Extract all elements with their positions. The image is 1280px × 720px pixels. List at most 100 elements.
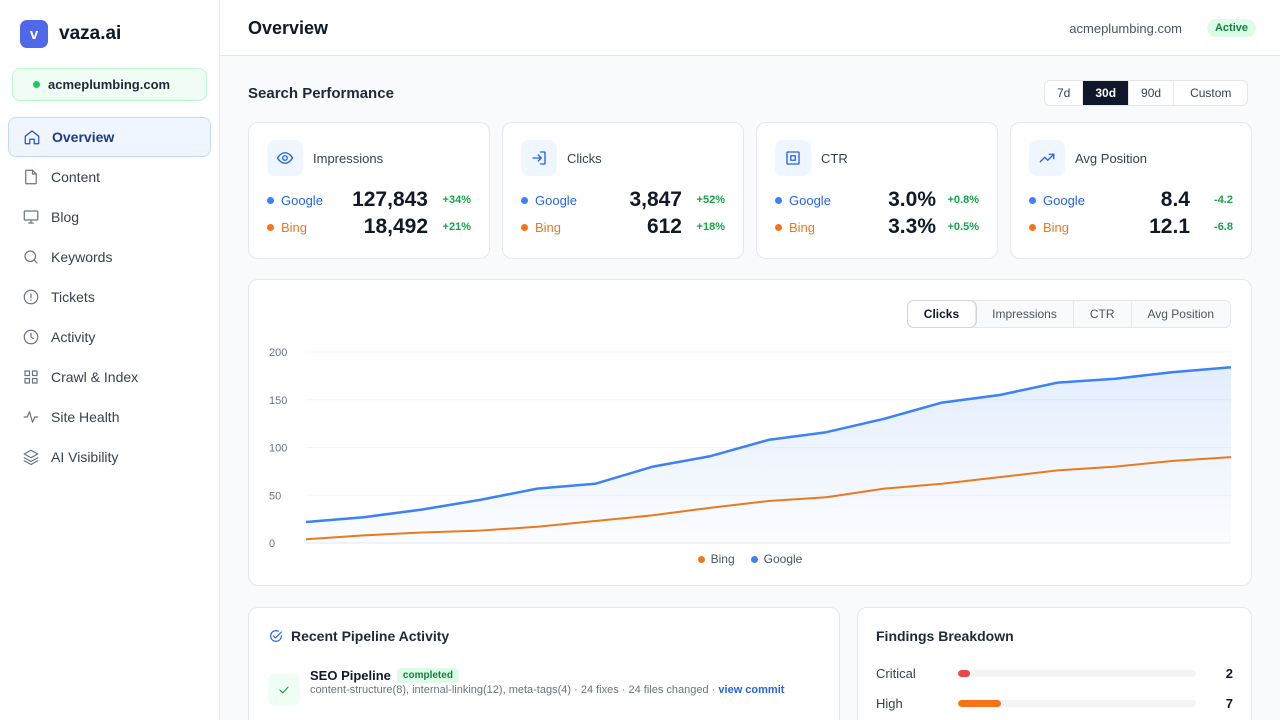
bing-dot: [521, 223, 528, 231]
sidebar-item-label: Site Health: [51, 409, 120, 425]
metric-value: 18,492: [363, 215, 428, 238]
finding-count: 2: [1225, 665, 1233, 681]
metric-value: 8.4: [1160, 188, 1190, 211]
engine-name: Google: [281, 192, 323, 208]
pulse-icon: [23, 411, 39, 423]
metric-delta: +52%: [696, 194, 725, 206]
sidebar-item-content[interactable]: Content: [8, 157, 211, 197]
engine-name: Bing: [789, 219, 816, 235]
metric-value: 612: [646, 215, 682, 238]
metric-icon-box: [267, 140, 303, 176]
metric-row-bing: Bing 612 +18%: [521, 215, 725, 238]
page-title: Overview: [248, 18, 329, 38]
engine-google: Google: [267, 193, 352, 208]
finding-label: High: [876, 695, 903, 711]
sidebar: v vaza.ai acmeplumbing.com Overview Cont…: [0, 0, 220, 720]
bing-dot: [1029, 223, 1036, 231]
series-area-google: [306, 367, 1231, 543]
pipeline-item-name: SEO Pipeline: [310, 668, 391, 683]
brand[interactable]: v vaza.ai: [20, 20, 121, 48]
chart-tab-avg-position[interactable]: Avg Position: [1147, 307, 1215, 321]
findings-breakdown-card: Findings Breakdown Critical 2 High 7: [857, 607, 1252, 720]
bing-dot: [775, 223, 782, 231]
y-tick-label: 50: [269, 490, 281, 502]
range-90d-button[interactable]: 90d: [1129, 81, 1175, 105]
metric-row-google: Google 8.4 -4.2: [1029, 188, 1233, 211]
monitor-icon: [23, 210, 39, 224]
range-7d-button[interactable]: 7d: [1045, 81, 1084, 105]
google-dot: [521, 196, 528, 204]
view-commit-link[interactable]: view commit: [718, 684, 785, 696]
date-range-selector: 7d 30d 90d Custom: [1044, 80, 1249, 106]
grid-icon: [24, 370, 38, 384]
sidebar-item-label: Tickets: [51, 289, 95, 305]
metric-label: Impressions: [313, 151, 384, 166]
metric-value: 12.1: [1149, 215, 1190, 238]
metric-row-google: Google 127,843 +34%: [267, 188, 471, 211]
range-30d-button[interactable]: 30d: [1083, 81, 1130, 105]
finding-bar-fill: [958, 699, 1001, 707]
eye-icon: [276, 152, 294, 164]
sidebar-item-overview[interactable]: Overview: [8, 117, 211, 157]
legend-item-bing[interactable]: Bing: [697, 552, 735, 566]
legend-item-google[interactable]: Google: [750, 552, 803, 566]
sidebar-item-crawl-index[interactable]: Crawl & Index: [8, 357, 211, 397]
alert-circle-icon: [23, 289, 39, 305]
y-tick-label: 100: [269, 443, 287, 455]
metric-delta: +21%: [442, 221, 471, 233]
sidebar-item-ai-visibility[interactable]: AI Visibility: [8, 437, 211, 477]
sidebar-item-site-health[interactable]: Site Health: [8, 397, 211, 437]
chart-tab-clicks[interactable]: Clicks: [907, 301, 977, 327]
home-icon: [24, 130, 40, 145]
sidebar-item-label: AI Visibility: [51, 449, 119, 465]
engine-name: Google: [789, 192, 831, 208]
metric-icon-box: [521, 140, 557, 176]
metric-value: 3.3%: [888, 215, 936, 238]
metric-label: CTR: [821, 151, 848, 166]
brand-logo: v: [20, 20, 48, 48]
engine-google: Google: [521, 193, 629, 208]
finding-row-high[interactable]: High 7: [876, 694, 1233, 712]
engine-name: Bing: [281, 219, 308, 235]
metric-row-google: Google 3,847 +52%: [521, 188, 725, 211]
pipeline-activity-card: Recent Pipeline Activity SEO Pipeline co…: [248, 607, 840, 720]
status-badge: Active: [1206, 19, 1256, 37]
engine-name: Bing: [1043, 219, 1070, 235]
site-selector[interactable]: acmeplumbing.com: [12, 68, 207, 101]
findings-title: Findings Breakdown: [876, 628, 1014, 644]
y-tick-label: 150: [269, 395, 287, 407]
target-square-icon: [786, 151, 800, 165]
engine-name: Google: [535, 192, 577, 208]
legend-label: Bing: [710, 552, 735, 566]
sidebar-item-tickets[interactable]: Tickets: [8, 277, 211, 317]
metric-delta: +0.8%: [947, 194, 980, 206]
pipeline-item: SEO Pipeline completed: [310, 668, 459, 683]
check-icon: [268, 674, 300, 706]
brand-name: vaza.ai: [59, 23, 122, 44]
bing-dot: [267, 223, 274, 231]
legend-label: Google: [763, 552, 803, 566]
metric-delta: -4.2: [1214, 194, 1233, 206]
sidebar-item-activity[interactable]: Activity: [8, 317, 211, 357]
metric-row-bing: Bing 18,492 +21%: [267, 215, 471, 238]
google-dot: [775, 196, 782, 204]
metric-card-ctr: CTR Google 3.0% +0.8% Bing 3.3% +0.5%: [756, 122, 998, 259]
series-line-bing[interactable]: [305, 456, 1232, 541]
pipeline-detail-text: content-structure(8), internal-linking(1…: [310, 684, 716, 696]
range-custom-button[interactable]: Custom: [1190, 86, 1232, 100]
sidebar-item-label: Crawl & Index: [51, 369, 139, 385]
finding-row-critical[interactable]: Critical 2: [876, 664, 1233, 682]
sidebar-item-blog[interactable]: Blog: [8, 197, 211, 237]
finding-count: 7: [1225, 695, 1233, 711]
sidebar-item-keywords[interactable]: Keywords: [8, 237, 211, 277]
metric-icon-box: [775, 140, 811, 176]
y-tick-label: 0: [269, 538, 275, 550]
chart-tab-impressions[interactable]: Impressions: [976, 301, 1074, 327]
legend-dot-bing: [697, 555, 705, 563]
engine-google: Google: [1029, 193, 1161, 208]
chart-tab-ctr[interactable]: CTR: [1074, 301, 1132, 327]
finding-bar-track: [958, 669, 1196, 677]
chart-legend: Bing Google: [249, 552, 1251, 566]
metric-row-google: Google 3.0% +0.8%: [775, 188, 980, 211]
series-line-google[interactable]: [305, 366, 1232, 524]
